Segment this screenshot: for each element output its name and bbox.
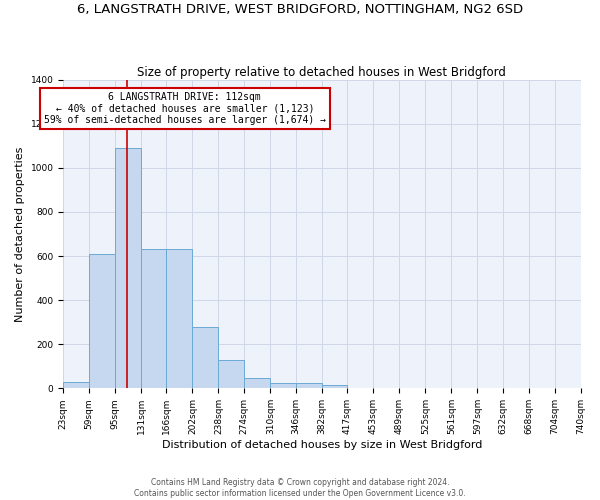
Title: Size of property relative to detached houses in West Bridgford: Size of property relative to detached ho… bbox=[137, 66, 506, 78]
Bar bbox=[244, 378, 271, 388]
Bar bbox=[271, 383, 296, 388]
Bar bbox=[296, 383, 322, 388]
Bar bbox=[193, 326, 218, 388]
Bar bbox=[63, 382, 89, 388]
Y-axis label: Number of detached properties: Number of detached properties bbox=[15, 146, 25, 322]
Bar bbox=[89, 254, 115, 388]
Bar bbox=[115, 148, 141, 388]
Bar bbox=[141, 250, 166, 388]
X-axis label: Distribution of detached houses by size in West Bridgford: Distribution of detached houses by size … bbox=[162, 440, 482, 450]
Text: 6 LANGSTRATH DRIVE: 112sqm
← 40% of detached houses are smaller (1,123)
59% of s: 6 LANGSTRATH DRIVE: 112sqm ← 40% of deta… bbox=[44, 92, 326, 125]
Bar bbox=[166, 250, 193, 388]
Bar bbox=[218, 360, 244, 388]
Text: Contains HM Land Registry data © Crown copyright and database right 2024.
Contai: Contains HM Land Registry data © Crown c… bbox=[134, 478, 466, 498]
Text: 6, LANGSTRATH DRIVE, WEST BRIDGFORD, NOTTINGHAM, NG2 6SD: 6, LANGSTRATH DRIVE, WEST BRIDGFORD, NOT… bbox=[77, 2, 523, 16]
Bar bbox=[322, 385, 347, 388]
